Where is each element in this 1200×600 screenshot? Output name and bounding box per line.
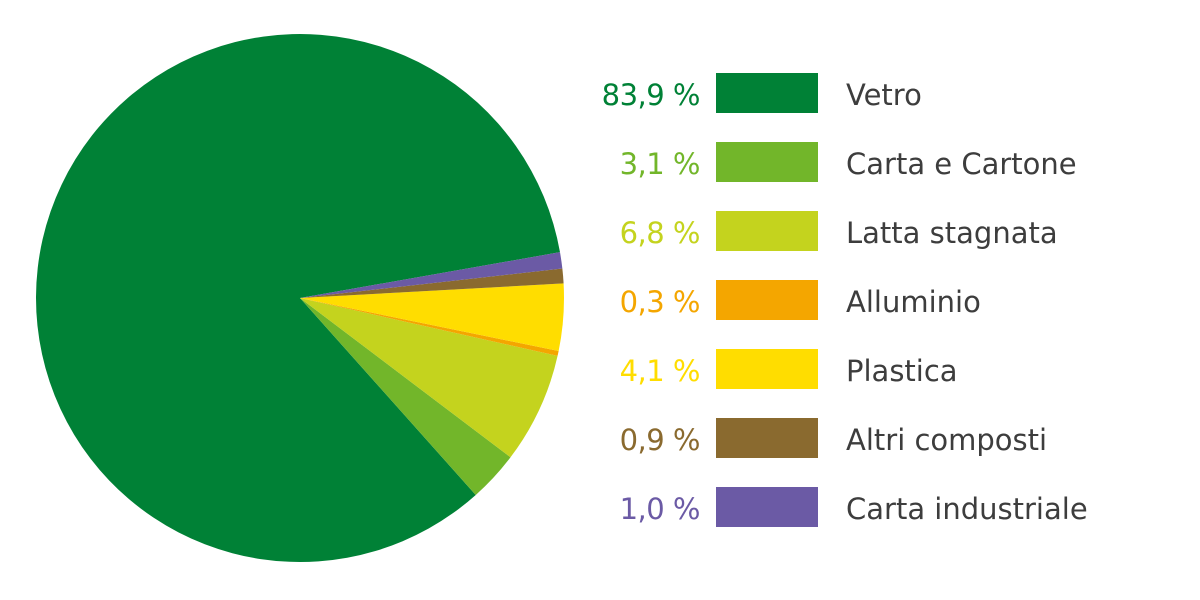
legend-item-alluminio: 0,3 % Alluminio — [590, 278, 1190, 347]
pie-slice-latta-stagnata — [300, 298, 558, 458]
legend-item-latta-stagnata: 6,8 % Latta stagnata — [590, 209, 1190, 278]
pie-slice-carta-e-cartone — [300, 298, 511, 495]
pie-slice-altri-composti — [300, 268, 564, 298]
legend-label: Carta industriale — [846, 492, 1088, 526]
pie-slice-carta-industriale — [300, 252, 563, 298]
legend-swatch — [716, 73, 818, 113]
legend-value: 6,8 % — [619, 216, 701, 250]
pie-slice-vetro — [36, 34, 560, 563]
legend-item-altri-composti: 0,9 % Altri composti — [590, 416, 1190, 485]
legend-value: 4,1 % — [619, 354, 701, 388]
legend-value: 3,1 % — [619, 147, 701, 181]
legend-item-plastica: 4,1 % Plastica — [590, 347, 1190, 416]
legend-label: Latta stagnata — [846, 216, 1058, 250]
legend-value: 0,3 % — [619, 285, 701, 319]
legend-value: 0,9 % — [619, 423, 701, 457]
chart-legend: 83,9 % Vetro 3,1 % Carta e Cartone 6,8 % Latt… — [590, 71, 1190, 554]
legend-label: Carta e Cartone — [846, 147, 1077, 181]
legend-swatch — [716, 142, 818, 182]
legend-label: Altri composti — [846, 423, 1048, 457]
legend-swatch — [716, 280, 818, 320]
legend-swatch — [716, 418, 818, 458]
legend-label: Plastica — [846, 354, 958, 388]
legend-item-carta-e-cartone: 3,1 % Carta e Cartone — [590, 140, 1190, 209]
legend-swatch — [716, 349, 818, 389]
pie-chart — [36, 34, 565, 563]
pie-slice-alluminio — [300, 298, 559, 356]
legend-value: 83,9 % — [601, 78, 701, 112]
legend-value: 1,0 % — [619, 492, 701, 526]
legend-item-carta-industriale: 1,0 % Carta industriale — [590, 485, 1190, 554]
legend-label: Alluminio — [846, 285, 981, 319]
pie-slice-plastica — [300, 283, 565, 351]
legend-label: Vetro — [846, 78, 922, 112]
legend-item-vetro: 83,9 % Vetro — [590, 71, 1190, 140]
legend-swatch — [716, 487, 818, 527]
legend-swatch — [716, 211, 818, 251]
